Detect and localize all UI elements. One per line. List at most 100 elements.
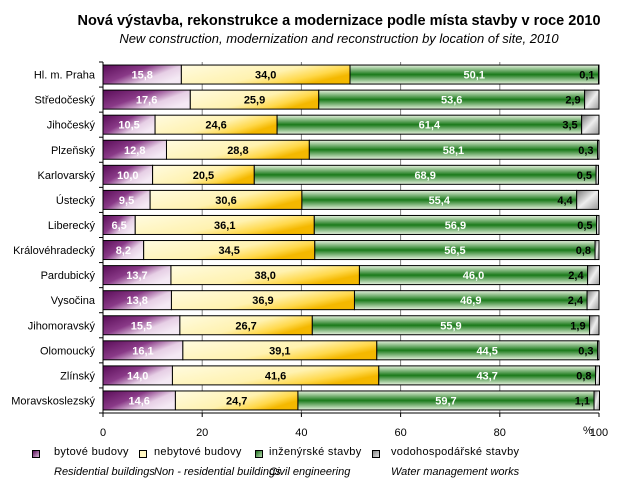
legend-label: vodohospodářské stavby bbox=[391, 446, 520, 458]
data-label: 44,5 bbox=[476, 345, 497, 357]
chart-subtitle: New construction, modernization and reco… bbox=[119, 31, 559, 46]
data-label: 13,7 bbox=[126, 270, 147, 282]
legend-label-en: Water management works bbox=[391, 466, 520, 478]
x-tick-label: 0 bbox=[100, 427, 106, 439]
bar-row: 10,0 20,5 68,9 0,5 bbox=[102, 164, 600, 185]
bar-segment bbox=[597, 340, 600, 361]
category-label: Zlínský bbox=[60, 370, 95, 382]
x-axis-label: % bbox=[583, 425, 593, 437]
chart-title: Nová výstavba, rekonstrukce a modernizac… bbox=[77, 13, 601, 29]
data-label: 46,0 bbox=[463, 270, 484, 282]
data-label: 15,8 bbox=[131, 70, 152, 82]
data-label: 1,1 bbox=[575, 395, 590, 407]
data-label: 14,0 bbox=[127, 370, 148, 382]
category-label: Hl. m. Praha bbox=[34, 70, 96, 82]
data-label: 3,5 bbox=[562, 120, 577, 132]
legend-label-en: Residential buildings bbox=[54, 466, 155, 478]
bar-segment bbox=[587, 265, 600, 286]
legend-swatch-water-management bbox=[372, 450, 380, 458]
data-label: 55,9 bbox=[440, 320, 461, 332]
data-label: 1,9 bbox=[570, 320, 585, 332]
data-label: 2,4 bbox=[568, 270, 584, 282]
category-label: Liberecký bbox=[48, 220, 96, 232]
bar-row: 10,5 24,6 61,4 3,5 bbox=[102, 114, 600, 135]
data-label: 6,5 bbox=[111, 220, 126, 232]
bar-row: 8,2 34,5 56,5 0,8 bbox=[102, 240, 600, 261]
bar-segment bbox=[595, 365, 600, 386]
stacked-bar-chart: 15,8 34,0 50,1 0,1 17,6 25,9 53,6 2,9 10,5 24,6 61… bbox=[11, 61, 608, 439]
category-label: Královéhradecký bbox=[13, 245, 95, 257]
legend-label: inženýrské stavby bbox=[269, 446, 362, 458]
data-label: 25,9 bbox=[244, 95, 265, 107]
data-label: 14,6 bbox=[128, 395, 149, 407]
x-tick-label: 60 bbox=[394, 427, 406, 439]
data-label: 9,5 bbox=[119, 195, 134, 207]
bar-segment bbox=[593, 390, 600, 411]
legend-label: nebytové budovy bbox=[154, 446, 242, 458]
category-labels: Hl. m. Praha Středočeský Jihočeský Plzeňský… bbox=[11, 70, 96, 408]
data-label: 34,5 bbox=[219, 245, 240, 257]
bar-row: 9,5 30,6 55,4 4,4 bbox=[102, 189, 600, 210]
data-label: 0,1 bbox=[579, 70, 594, 82]
bar-segment bbox=[598, 64, 600, 85]
axes bbox=[99, 61, 600, 417]
bar-row: 14,0 41,6 43,7 0,8 bbox=[102, 365, 600, 386]
bar-row: 13,7 38,0 46,0 2,4 bbox=[102, 265, 600, 286]
data-label: 59,7 bbox=[435, 395, 456, 407]
data-label: 61,4 bbox=[419, 120, 441, 132]
data-label: 36,9 bbox=[252, 295, 273, 307]
bar-segment bbox=[594, 240, 600, 261]
data-label: 58,1 bbox=[443, 145, 464, 157]
bar-segment bbox=[581, 114, 600, 135]
data-label: 38,0 bbox=[254, 270, 275, 282]
data-label: 13,8 bbox=[127, 295, 148, 307]
bar-row: 16,1 39,1 44,5 0,3 bbox=[102, 340, 600, 361]
data-label: 0,3 bbox=[578, 345, 593, 357]
legend-swatch-non-residential bbox=[139, 450, 147, 458]
x-tick-label: 80 bbox=[494, 427, 506, 439]
legend-label-en: Civil engineering bbox=[269, 466, 351, 478]
data-label: 16,1 bbox=[132, 345, 153, 357]
data-label: 53,6 bbox=[441, 95, 462, 107]
data-label: 24,6 bbox=[205, 120, 226, 132]
x-tick-label: 100 bbox=[590, 427, 608, 439]
data-label: 2,4 bbox=[568, 295, 584, 307]
category-label: Pardubický bbox=[41, 270, 96, 282]
data-label: 8,2 bbox=[116, 245, 131, 257]
category-label: Jihomoravský bbox=[28, 320, 96, 332]
bar-segment bbox=[596, 214, 600, 235]
category-label: Karlovarský bbox=[38, 170, 96, 182]
bar-segment bbox=[597, 139, 600, 160]
data-label: 41,6 bbox=[265, 370, 286, 382]
bars: 15,8 34,0 50,1 0,1 17,6 25,9 53,6 2,9 10,5 24,6 61… bbox=[102, 64, 600, 411]
category-label: Olomoucký bbox=[40, 345, 96, 357]
data-label: 39,1 bbox=[269, 345, 290, 357]
bar-row: 15,5 26,7 55,9 1,9 bbox=[102, 315, 600, 336]
category-label: Moravskoslezský bbox=[11, 395, 95, 407]
data-label: 56,9 bbox=[445, 220, 466, 232]
data-label: 0,8 bbox=[576, 370, 591, 382]
bar-row: 13,8 36,9 46,9 2,4 bbox=[102, 290, 600, 311]
bar-row: 17,6 25,9 53,6 2,9 bbox=[102, 89, 600, 110]
data-label: 56,5 bbox=[444, 245, 465, 257]
bar-row: 6,5 36,1 56,9 0,5 bbox=[102, 214, 600, 235]
category-label: Jihočeský bbox=[47, 120, 96, 132]
legend: bytové budovy Residential buildings neby… bbox=[0, 445, 626, 485]
bar-segment bbox=[589, 315, 600, 336]
bar-segment bbox=[576, 189, 600, 210]
bar-segment bbox=[586, 290, 600, 311]
data-label: 0,3 bbox=[578, 145, 593, 157]
category-label: Středočeský bbox=[34, 95, 95, 107]
data-label: 26,7 bbox=[235, 320, 256, 332]
legend-label: bytové budovy bbox=[54, 446, 129, 458]
data-label: 34,0 bbox=[255, 70, 276, 82]
data-label: 2,9 bbox=[565, 95, 580, 107]
x-tick-label: 20 bbox=[196, 427, 208, 439]
data-label: 4,4 bbox=[557, 195, 573, 207]
data-label: 10,0 bbox=[117, 170, 138, 182]
data-label: 20,5 bbox=[193, 170, 214, 182]
gridlines bbox=[201, 62, 501, 413]
data-label: 36,1 bbox=[214, 220, 235, 232]
data-label: 68,9 bbox=[414, 170, 435, 182]
category-label: Ústecký bbox=[56, 194, 96, 207]
